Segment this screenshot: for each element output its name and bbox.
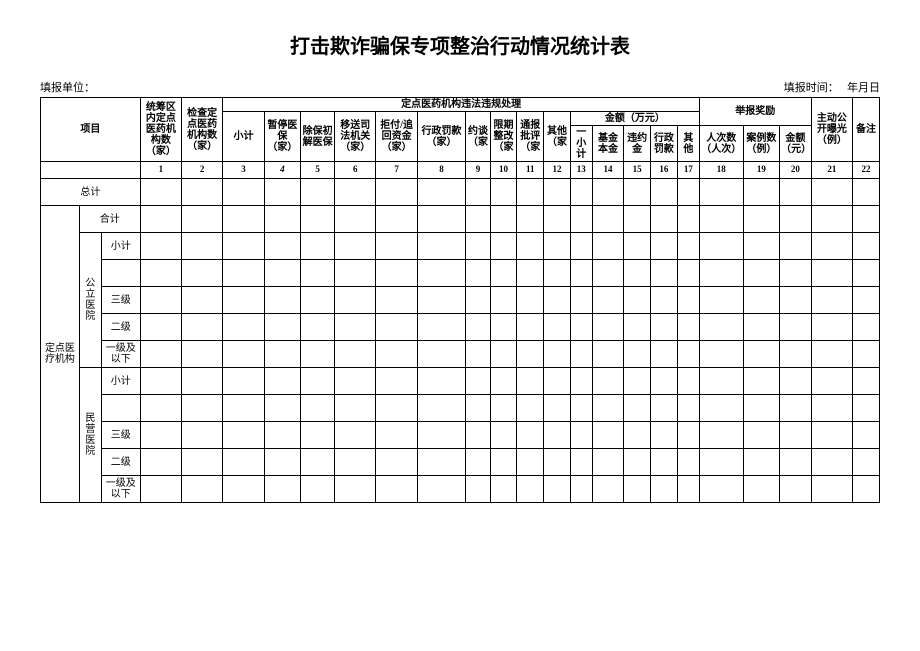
col-3: 小计 [223, 112, 264, 162]
row-gongli-yiji: 一级及以下 [41, 341, 880, 368]
col-group-violations: 定点医药机构违法违规处理 [223, 98, 700, 112]
row-minying-sanji: 三级 [41, 422, 880, 449]
row-total: 总计 [41, 179, 880, 206]
col-13: 一小计 [570, 126, 592, 162]
col-15: 违约金 [624, 126, 651, 162]
row-heji: 定点医疗机构 合计 [41, 206, 880, 233]
col-21: 主动公开曝光（例） [811, 98, 852, 162]
col-18: 人次数（人次） [699, 126, 743, 162]
col-4: 暂停医保（家） [264, 112, 300, 162]
row-gongli-blank [41, 260, 880, 287]
stats-table: 项目 统筹区内定点医药机构数（家） 检查定点医药机构数（家） 定点医药机构违法违… [40, 97, 880, 503]
group-gongli: 公立医院 [79, 233, 101, 368]
row-gongli-sanji: 三级 [41, 287, 880, 314]
col-19: 案例数（例） [743, 126, 779, 162]
col-22: 备注 [853, 98, 880, 162]
col-11: 通报批评（家 [517, 112, 544, 162]
col-2: 检查定点医药机构数（家） [182, 98, 223, 162]
col-17: 其他 [677, 126, 699, 162]
row-gongli-erji: 二级 [41, 314, 880, 341]
header-row: 填报单位： 填报时间： 年月日 [40, 79, 880, 95]
col-6: 移送司法机关（家） [335, 112, 376, 162]
col-16: 行政罚款 [651, 126, 678, 162]
row-minying-yiji: 一级及以下 [41, 476, 880, 503]
reporting-unit-label: 填报单位： [40, 79, 95, 95]
col-10: 限期整改（家 [490, 112, 517, 162]
col-8: 行政罚款（家） [417, 112, 466, 162]
group-minying: 民营医院 [79, 368, 101, 503]
col-12: 其他（家 [544, 112, 571, 162]
col-project: 项目 [41, 98, 141, 162]
column-number-row: 1 2 3 4 5 6 7 8 9 10 11 12 13 14 15 16 1… [41, 162, 880, 179]
section-dingdian: 定点医疗机构 [41, 206, 80, 503]
row-gongli-xiaoji: 公立医院 小计 [41, 233, 880, 260]
col-7: 拒付/追回资金（家） [376, 112, 417, 162]
page-title: 打击欺诈骗保专项整治行动情况统计表 [40, 30, 880, 59]
col-1: 统筹区内定点医药机构数（家） [140, 98, 181, 162]
col-group-amount: 金额（万元） [570, 112, 699, 126]
col-20: 金额（元） [780, 126, 812, 162]
reporting-time: 填报时间： 年月日 [784, 79, 880, 95]
row-minying-xiaoji: 民营医院 小计 [41, 368, 880, 395]
col-9: 约谈（家 [466, 112, 490, 162]
col-14: 基金本金 [592, 126, 624, 162]
row-minying-blank [41, 395, 880, 422]
row-minying-erji: 二级 [41, 449, 880, 476]
col-5: 除保初解医保 [301, 112, 335, 162]
col-group-reward: 举报奖励 [699, 98, 811, 126]
